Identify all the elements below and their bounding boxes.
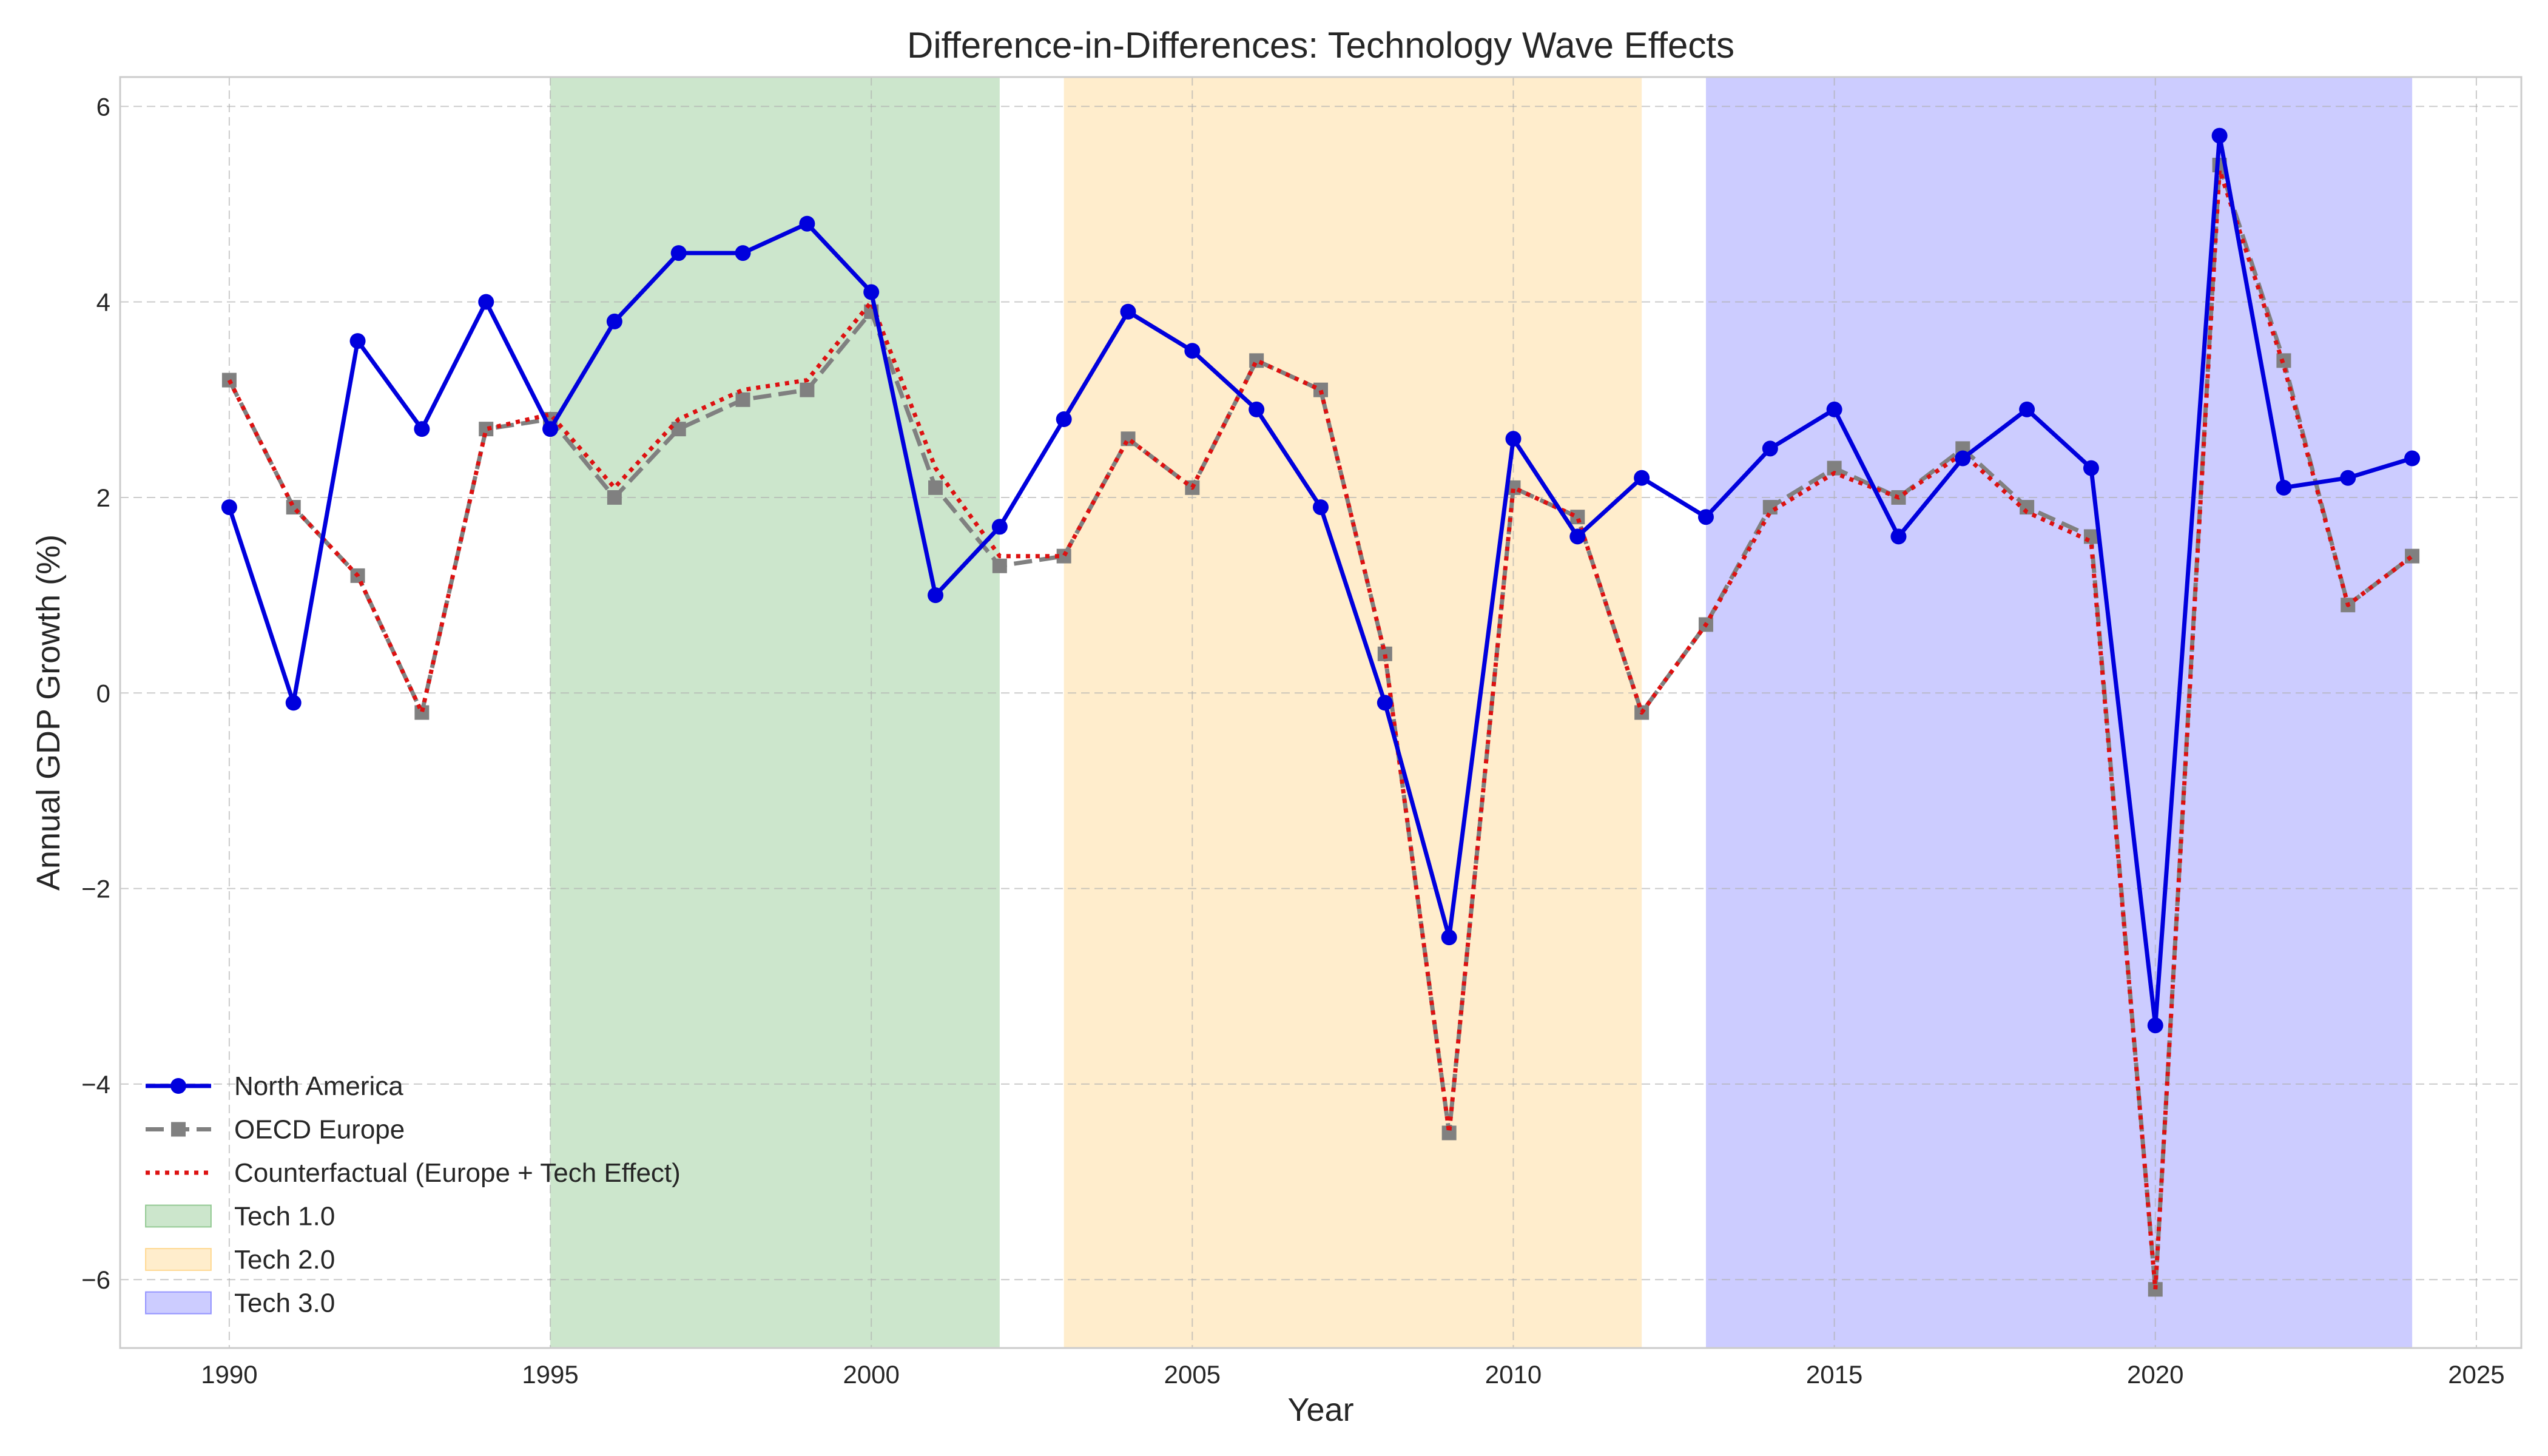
- x-tick-label: 2015: [1806, 1360, 1862, 1389]
- grid-lines: [120, 77, 2521, 1348]
- series-north-america-point: [1505, 431, 1522, 447]
- series-oecd-europe-line: [227, 163, 2414, 1292]
- series-oecd-europe-point: [735, 392, 750, 407]
- series-oecd-europe-point: [992, 558, 1007, 573]
- series-oecd-europe-point: [800, 382, 815, 397]
- series-north-america-point: [799, 215, 815, 232]
- series-north-america-point: [735, 245, 751, 261]
- series-north-america-point: [1634, 470, 1650, 486]
- legend-tech-3-0-label: Tech 3.0: [234, 1289, 335, 1318]
- series-north-america-point: [2019, 401, 2035, 417]
- shaded-period-tech-2-0: [1063, 77, 1642, 1348]
- shaded-period-tech-3-0: [1705, 77, 2413, 1348]
- legend-north-america-marker: [170, 1078, 186, 1094]
- x-tick-label: 1995: [522, 1360, 578, 1389]
- legend-north-america-label: North America: [234, 1071, 403, 1101]
- series-north-america-point: [2404, 450, 2421, 467]
- series-north-america-point: [1056, 411, 1072, 428]
- chart-title: Difference-in-Differences: Technology Wa…: [907, 25, 1734, 66]
- series-oecd-europe-point: [2083, 529, 2098, 544]
- x-tick-label: 2010: [1485, 1360, 1542, 1389]
- plot-area-frame: [119, 76, 2523, 1349]
- x-tick-label: 2025: [2448, 1360, 2504, 1389]
- series-oecd-europe-point: [1313, 382, 1328, 397]
- series-oecd-europe-point: [221, 372, 237, 388]
- legend-tech-1-0-swatch: [145, 1204, 212, 1228]
- series-oecd-europe-point: [2405, 548, 2420, 564]
- y-tick-label: 4: [96, 288, 110, 317]
- y-tick-label: −4: [81, 1070, 110, 1099]
- legend-oecd-europe-label: OECD Europe: [234, 1115, 405, 1145]
- series-north-america-point: [542, 421, 559, 437]
- legend-tech-3-0-swatch: [145, 1291, 212, 1315]
- series-north-america-point: [478, 294, 494, 310]
- series-north-america-point: [285, 695, 302, 711]
- series-north-america-point: [928, 587, 944, 604]
- series-north-america-point: [1569, 528, 1586, 545]
- legend-oecd-europe-marker: [171, 1122, 186, 1137]
- series-north-america-point: [2276, 479, 2292, 496]
- series-north-america-point: [606, 313, 622, 329]
- x-tick-label: 2005: [1164, 1360, 1221, 1389]
- series-north-america-point: [349, 333, 366, 349]
- series-oecd-europe-point: [2148, 1282, 2163, 1297]
- legend-tech-1-0-label: Tech 1.0: [234, 1202, 335, 1232]
- series-north-america-point: [1377, 695, 1393, 711]
- shaded-period-tech-1-0: [550, 77, 1000, 1348]
- series-north-america-point: [863, 284, 880, 300]
- series-oecd-europe-point: [671, 422, 686, 437]
- series-north-america-point: [670, 245, 687, 261]
- series-north-america-point: [1313, 499, 1329, 516]
- series-north-america-point: [2083, 460, 2099, 476]
- y-tick-label: −2: [81, 875, 110, 903]
- legend-tech-2-0-label: Tech 2.0: [234, 1245, 335, 1275]
- series-oecd-europe-point: [1377, 646, 1392, 661]
- series-north-america-point: [1955, 450, 1971, 467]
- y-tick-label: 2: [96, 484, 110, 512]
- y-axis-title: Annual GDP Growth (%): [30, 534, 67, 891]
- data-series: [221, 127, 2421, 1297]
- series-north-america-point: [2147, 1017, 2163, 1034]
- x-tick-label: 2000: [843, 1360, 899, 1389]
- series-north-america-point: [414, 421, 430, 437]
- series-north-america-point: [1441, 929, 1457, 946]
- series-oecd-europe-point: [928, 480, 943, 495]
- series-north-america-point: [1249, 401, 1265, 417]
- series-north-america-point: [1762, 440, 1778, 457]
- series-north-america-point: [1120, 303, 1136, 320]
- axis-ticks: 1990 1995 2000 2005 2010 2015 2020 2025 −6 −4 −2 0 2…: [81, 92, 2505, 1389]
- series-north-america-point: [1697, 509, 1714, 525]
- y-tick-label: −6: [81, 1266, 110, 1294]
- series-north-america-point: [2211, 127, 2228, 144]
- series-oecd-europe-point: [607, 490, 622, 505]
- y-tick-label: 0: [96, 679, 110, 707]
- x-axis-title: Year: [1287, 1392, 1353, 1428]
- series-north-america-point: [1184, 343, 1201, 359]
- series-north-america-point: [1826, 401, 1842, 417]
- legend-tech-2-0-swatch: [145, 1248, 212, 1271]
- x-tick-label: 2020: [2127, 1360, 2183, 1389]
- x-tick-label: 1990: [201, 1360, 257, 1389]
- series-counterfactual-europe-tech-effect-line: [227, 167, 2414, 1292]
- series-north-america-point: [2340, 470, 2356, 486]
- series-north-america-point: [1890, 528, 1907, 545]
- series-north-america-point: [221, 499, 237, 516]
- series-oecd-europe-point: [1121, 431, 1136, 447]
- shaded-periods: [550, 77, 2413, 1348]
- y-tick-label: 6: [96, 92, 110, 121]
- series-north-america-point: [991, 519, 1008, 535]
- legend-counterfactual-europe-tech-effect-label: Counterfactual (Europe + Tech Effect): [234, 1158, 681, 1188]
- legend: North America OECD Europe Counterfactual (…: [145, 1071, 681, 1318]
